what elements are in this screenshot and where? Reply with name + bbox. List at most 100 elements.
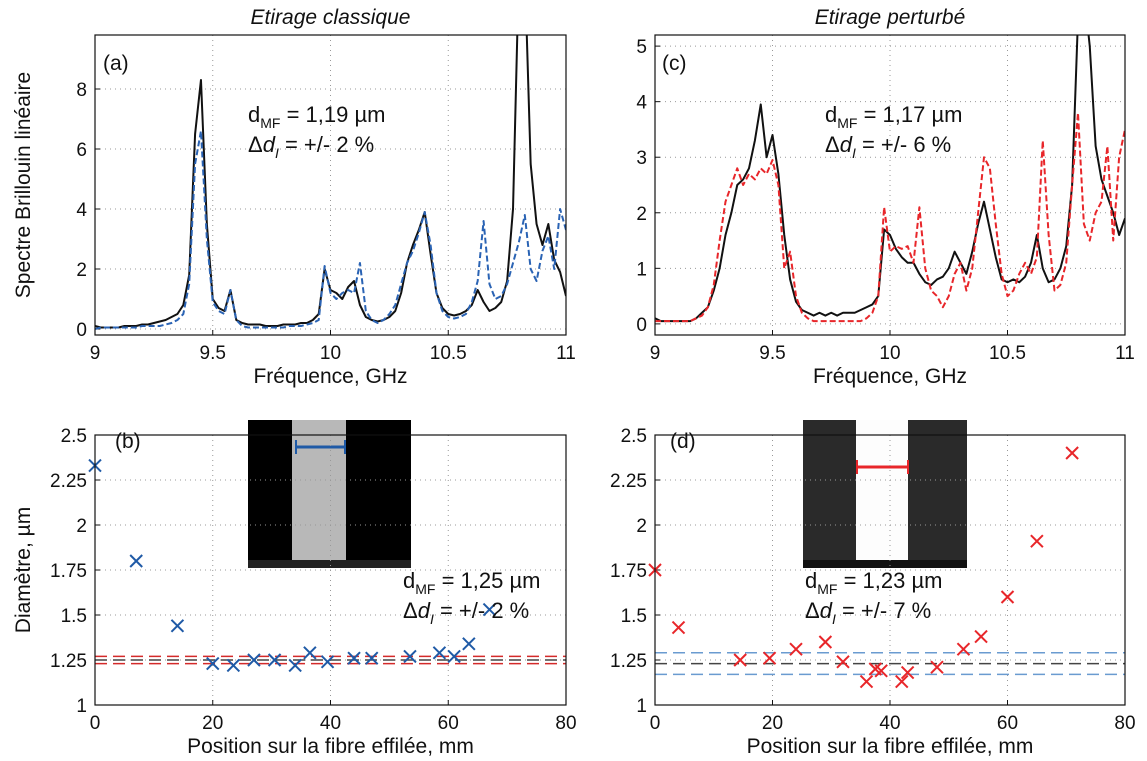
- scatter-point: [462, 637, 476, 651]
- scatter-point: [482, 602, 497, 617]
- y-tick-label: 2.25: [610, 471, 647, 492]
- scatter-point: [900, 665, 915, 680]
- panel-label: (a): [103, 52, 129, 75]
- x-tick-label: 80: [1114, 713, 1135, 734]
- scatter-point: [267, 653, 282, 667]
- x-axis-label: Fréquence, GHz: [813, 365, 967, 388]
- plot-frame: [94, 34, 567, 336]
- scatter-point: [818, 635, 833, 649]
- scatter-point: [974, 629, 988, 644]
- x-tick-label: 40: [320, 713, 341, 734]
- scatter-point: [170, 619, 185, 633]
- annotation-part: I: [852, 145, 856, 161]
- y-tick-label: 1: [636, 696, 647, 717]
- x-tick-label: 0: [90, 713, 101, 734]
- y-tick-label: 2: [76, 516, 87, 537]
- plot-area: [655, 652, 1125, 676]
- annotation-part: Δ: [805, 598, 820, 623]
- y-tick-label: 5: [636, 37, 647, 58]
- spectrum-line: [655, 111, 1125, 323]
- y-axis-label: Diamètre, µm: [12, 507, 35, 633]
- annotation-part: d: [403, 568, 415, 593]
- x-tick-label: 60: [438, 713, 459, 734]
- y-tick-label: 3: [636, 148, 647, 169]
- annotation-part: d: [825, 102, 837, 127]
- y-tick-label: 0: [636, 315, 647, 336]
- y-tick-label: 2.5: [621, 426, 647, 447]
- scatter-point: [247, 653, 261, 667]
- x-tick-label: 11: [1115, 343, 1135, 364]
- annotation-part: = 1,25 µm: [435, 568, 540, 593]
- annotation-part: = 1,19 µm: [280, 102, 385, 127]
- y-tick-label: 2.5: [61, 426, 87, 447]
- annotation-part: d: [805, 568, 817, 593]
- scatter-point: [859, 674, 874, 689]
- annotation-part: d: [248, 102, 260, 127]
- scatter-point: [403, 649, 417, 664]
- plot-frame: [94, 434, 567, 706]
- scatter-point: [288, 658, 302, 673]
- x-axis-label: Position sur la fibre effilée, mm: [747, 735, 1034, 758]
- y-tick-label: 8: [76, 80, 87, 101]
- y-axis-label: Spectre Brillouin linéaire: [12, 72, 35, 298]
- y-tick-label: 1.25: [50, 651, 87, 672]
- y-tick-label: 2.25: [50, 471, 87, 492]
- annotation-part: I: [430, 611, 434, 627]
- y-tick-label: 1.75: [610, 561, 647, 582]
- scatter-point: [671, 620, 686, 635]
- annotation: ΔdI = +/- 6 %: [825, 132, 951, 161]
- y-tick-label: 1: [636, 259, 647, 280]
- scatter-point: [347, 651, 361, 665]
- annotation-part: MF: [817, 581, 837, 597]
- scatter-point: [895, 674, 909, 689]
- y-tick-label: 1.75: [50, 561, 87, 582]
- sem-inset-d: [803, 420, 967, 568]
- x-tick-label: 20: [762, 713, 783, 734]
- x-tick-label: 80: [555, 713, 576, 734]
- y-tick-label: 0: [76, 320, 87, 341]
- y-tick-label: 1.5: [61, 606, 87, 627]
- spectrum-line: [655, 35, 1125, 323]
- scatter-point: [447, 649, 461, 664]
- x-tick-label: 0: [650, 713, 661, 734]
- y-tick-label: 1: [76, 696, 87, 717]
- y-tick-label: 4: [636, 93, 647, 114]
- x-tick-label: 10.5: [430, 343, 467, 364]
- annotation-part: MF: [415, 581, 435, 597]
- scatter-point: [789, 642, 803, 656]
- annotation-part: MF: [837, 115, 857, 131]
- plot-frame: [654, 434, 1126, 706]
- annotation-part: MF: [260, 115, 280, 131]
- annotation-part: d: [418, 598, 431, 623]
- panel-label: (c): [662, 52, 687, 75]
- annotation-part: I: [275, 145, 279, 161]
- scatter-point: [956, 642, 971, 656]
- annotation-part: d: [820, 598, 833, 623]
- plot-area: [95, 35, 566, 330]
- annotation: dMF = 1,23 µm: [805, 568, 942, 597]
- x-tick-label: 9: [650, 343, 661, 364]
- annotation-part: = 1,23 µm: [837, 568, 942, 593]
- annotation-part: = +/- 6 %: [856, 132, 951, 157]
- x-tick-label: 60: [997, 713, 1018, 734]
- y-tick-label: 1.25: [610, 651, 647, 672]
- scatter-point: [320, 655, 335, 669]
- scatter-point: [1065, 446, 1079, 460]
- sem-inset-b: [248, 420, 411, 568]
- y-tick-label: 2: [76, 260, 87, 281]
- panel-label: (d): [670, 430, 696, 453]
- panel-title: Etirage perturbé: [815, 6, 966, 29]
- annotation: dMF = 1,25 µm: [403, 568, 540, 597]
- y-tick-label: 2: [636, 516, 647, 537]
- scatter-point: [303, 646, 317, 660]
- x-tick-label: 11: [556, 343, 576, 364]
- scatter-point: [129, 554, 143, 568]
- annotation: ΔdI = +/- 2 %: [403, 598, 529, 627]
- scatter-point: [432, 646, 447, 660]
- annotation-part: I: [832, 611, 836, 627]
- scatter-point: [206, 656, 220, 671]
- panel-title: Etirage classique: [251, 6, 411, 29]
- annotation-part: = 1,17 µm: [857, 102, 962, 127]
- plot-frame: [654, 34, 1126, 336]
